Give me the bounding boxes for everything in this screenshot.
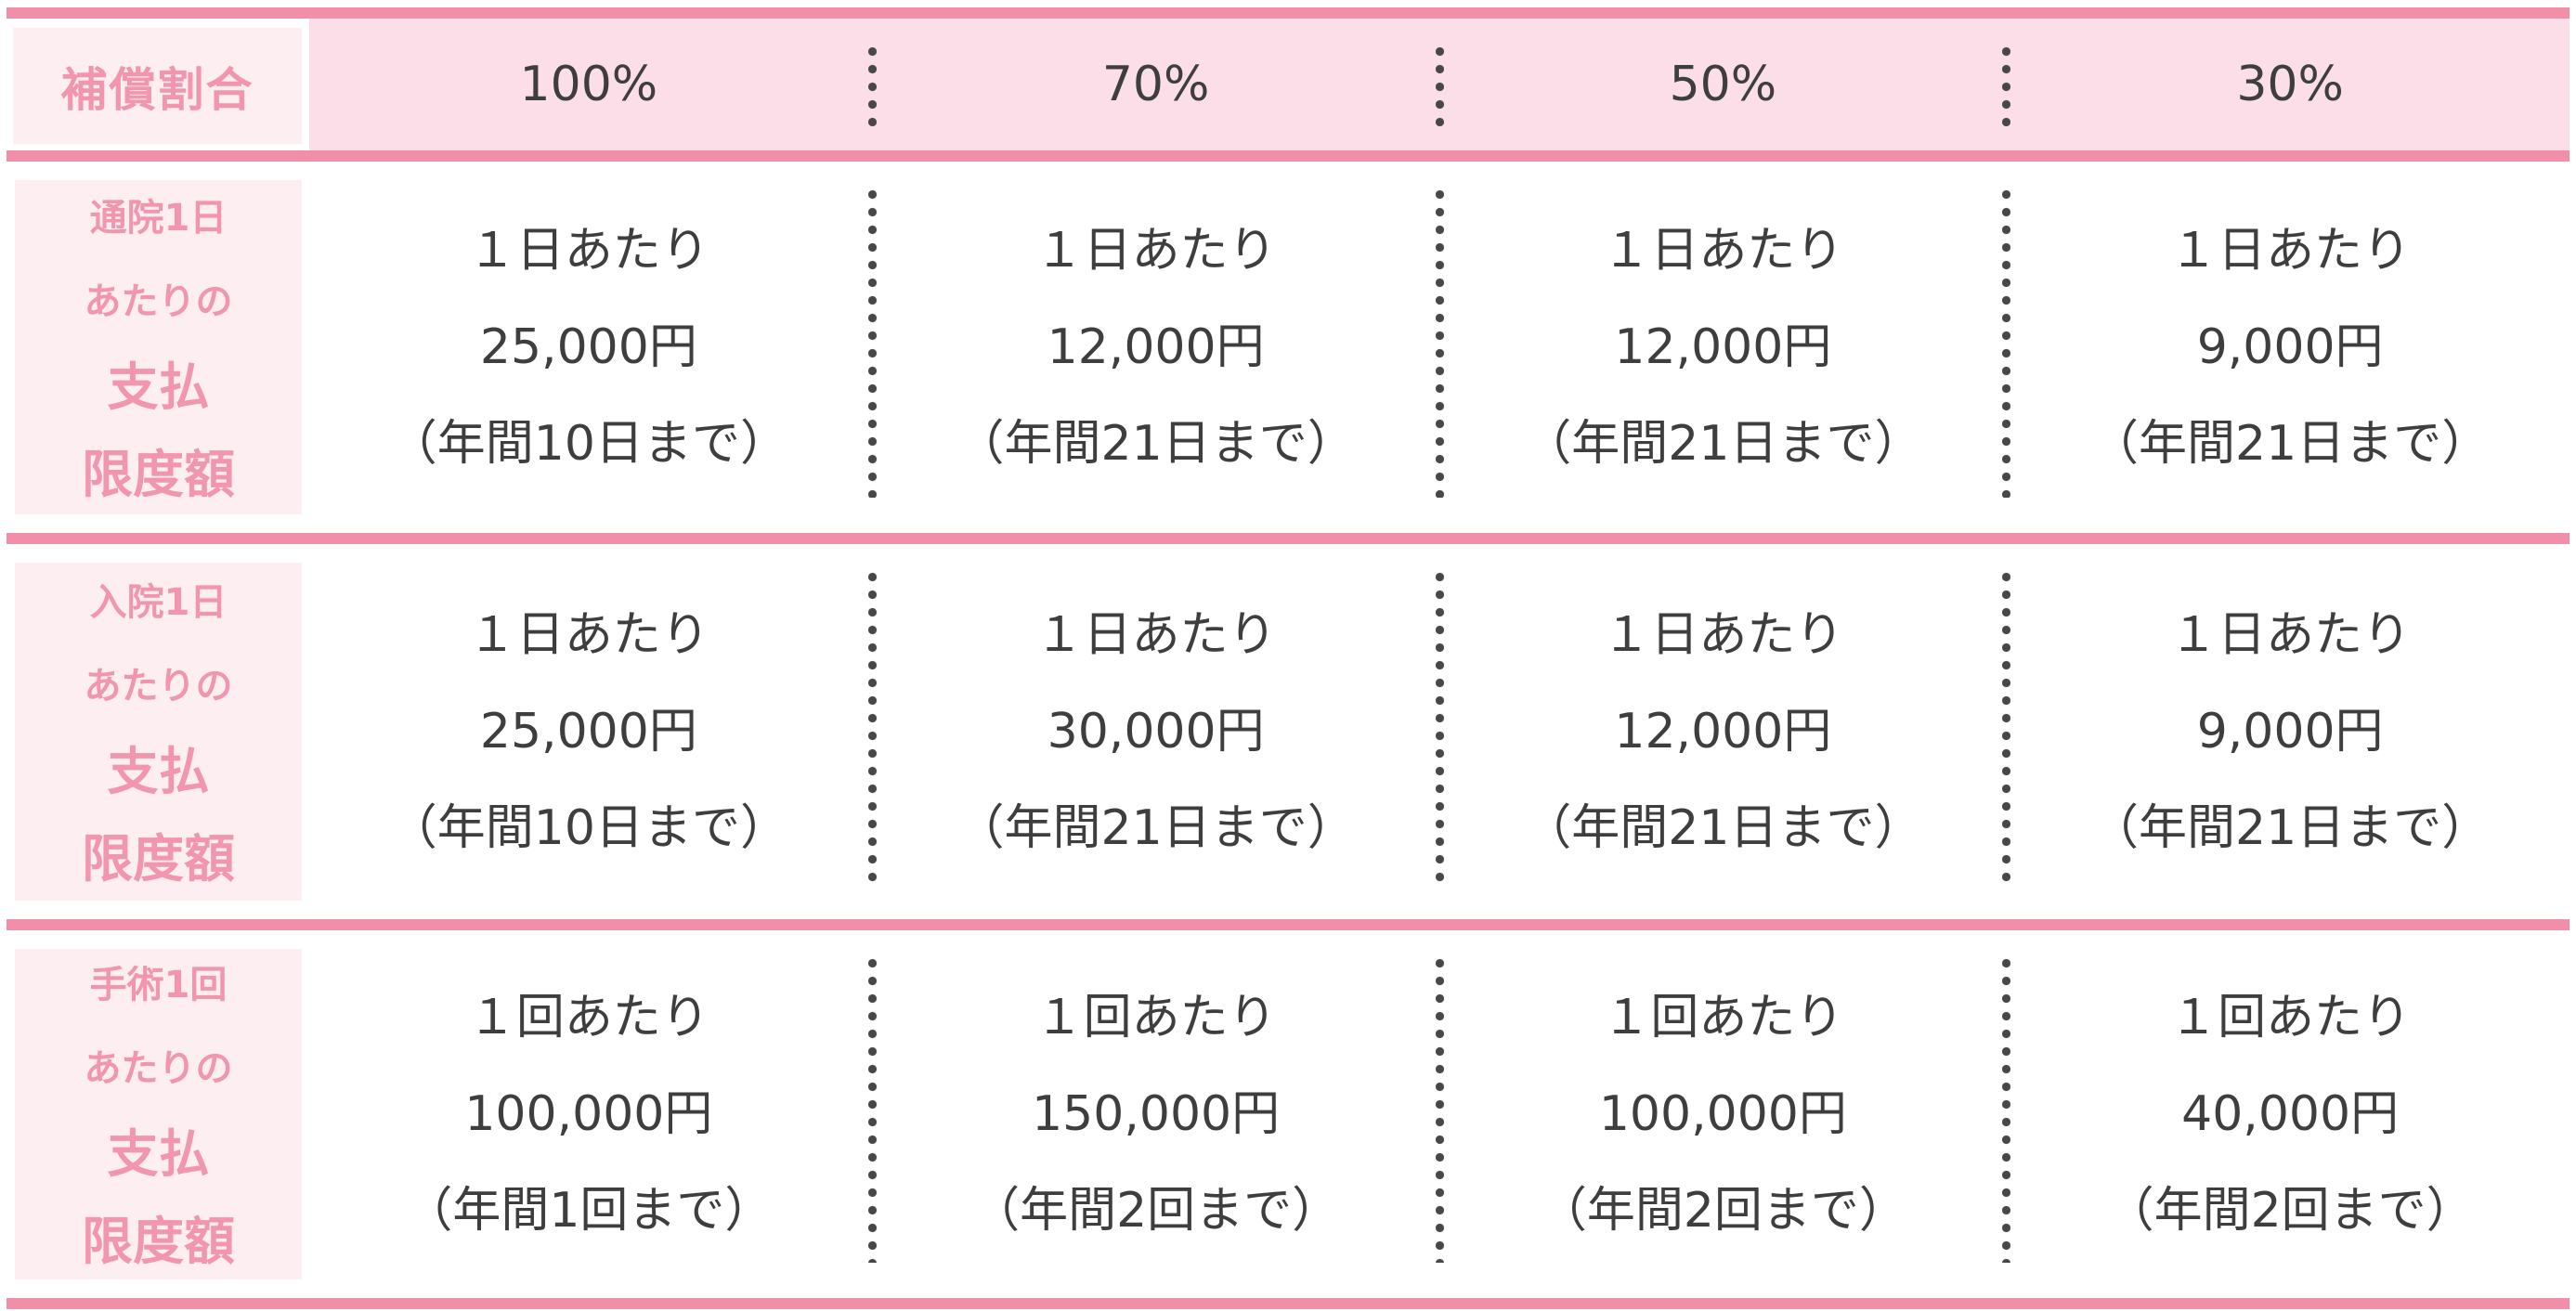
dotted-separator — [867, 954, 877, 1263]
cell-line: １日あたり — [1602, 223, 1844, 279]
dotted-separator — [1435, 568, 1444, 884]
dotted-separator — [2002, 954, 2011, 1263]
cell-line: １日あたり — [2169, 607, 2412, 663]
cell-line: （年間10日まで） — [388, 416, 788, 472]
cell-line: １回あたり — [1034, 990, 1277, 1045]
table-header-row: 補償割合 100% 70% 50% 30% — [0, 19, 2576, 150]
row-header-outpatient: 通院1日 あたりの 支払 限度額 — [15, 180, 302, 514]
cell-line: （年間21日まで） — [1523, 416, 1923, 472]
cell-line: １日あたり — [467, 223, 709, 279]
cell-line: （年間21日まで） — [956, 416, 1356, 472]
cell-line: １日あたり — [1034, 223, 1277, 279]
table-row-surgery: 手術1回 あたりの 支払 限度額 １回あたり 100,000円 （年間1回まで）… — [0, 930, 2576, 1298]
corner-header-wrap: 補償割合 — [0, 19, 309, 150]
row-header-line: 限度額 — [81, 445, 235, 504]
row-header-line: 限度額 — [81, 829, 235, 889]
row-header-line: あたりの — [84, 1047, 233, 1090]
row-header-line: 支払 — [107, 742, 210, 801]
row-header-line: 手術1回 — [89, 964, 228, 1006]
cell-line: 9,000円 — [2196, 704, 2384, 759]
cell-surgery-50: １回あたり 100,000円 （年間2回まで） — [1444, 930, 2003, 1298]
dotted-separator — [2002, 43, 2011, 126]
cell-surgery-70: １回あたり 150,000円 （年間2回まで） — [877, 930, 1436, 1298]
cell-outpatient-30: １日あたり 9,000円 （年間21日まで） — [2010, 162, 2569, 533]
row-header-line: 入院1日 — [89, 581, 228, 624]
cell-line: 25,000円 — [479, 319, 697, 375]
cell-line: （年間21日まで） — [956, 800, 1356, 856]
cell-hospitalization-70: １日あたり 30,000円 （年間21日まで） — [877, 544, 1436, 919]
cell-line: １日あたり — [2169, 223, 2412, 279]
accent-bar-bottom — [7, 1298, 2569, 1309]
cell-hospitalization-50: １日あたり 12,000円 （年間21日まで） — [1444, 544, 2003, 919]
row-header-surgery: 手術1回 あたりの 支払 限度額 — [15, 949, 302, 1279]
row-cells: １日あたり 25,000円 （年間10日まで） １日あたり 12,000円 （年… — [309, 162, 2569, 533]
cell-line: （年間2回まで） — [1538, 1183, 1907, 1239]
cell-surgery-100: １回あたり 100,000円 （年間1回まで） — [309, 930, 868, 1298]
cell-hospitalization-30: １日あたり 9,000円 （年間21日まで） — [2010, 544, 2569, 919]
row-cells: １回あたり 100,000円 （年間1回まで） １回あたり 150,000円 （… — [309, 930, 2569, 1298]
cell-outpatient-70: １日あたり 12,000円 （年間21日まで） — [877, 162, 1436, 533]
cell-surgery-30: １回あたり 40,000円 （年間2回まで） — [2010, 930, 2569, 1298]
row-cells: １日あたり 25,000円 （年間10日まで） １日あたり 30,000円 （年… — [309, 544, 2569, 919]
cell-line: １回あたり — [1602, 990, 1844, 1045]
cell-line: （年間21日まで） — [2090, 800, 2491, 856]
accent-bar-3 — [7, 919, 2569, 930]
cell-line: １日あたり — [1034, 607, 1277, 663]
cell-line: （年間1回まで） — [404, 1183, 774, 1239]
cell-line: 40,000円 — [2181, 1086, 2400, 1142]
dotted-separator — [2002, 568, 2011, 884]
table-row-hospitalization: 入院1日 あたりの 支払 限度額 １日あたり 25,000円 （年間10日まで）… — [0, 544, 2576, 919]
cell-line: 25,000円 — [479, 704, 697, 759]
cell-outpatient-50: １日あたり 12,000円 （年間21日まで） — [1444, 162, 2003, 533]
cell-line: 9,000円 — [2196, 319, 2384, 375]
cell-line: 12,000円 — [1614, 319, 1832, 375]
dotted-separator — [867, 186, 877, 498]
accent-bar-1 — [7, 150, 2569, 162]
cell-line: 100,000円 — [464, 1086, 713, 1142]
dotted-separator — [1435, 186, 1444, 498]
row-header-hospitalization: 入院1日 あたりの 支払 限度額 — [15, 563, 302, 901]
cell-line: 30,000円 — [1047, 704, 1265, 759]
row-header-line: あたりの — [84, 280, 233, 323]
column-header-100: 100% — [519, 57, 658, 112]
cell-line: １日あたり — [1602, 607, 1844, 663]
column-headers-strip: 100% 70% 50% 30% — [309, 19, 2569, 150]
cell-line: （年間2回まで） — [2105, 1183, 2475, 1239]
row-header-line: あたりの — [84, 665, 233, 707]
cell-outpatient-100: １日あたり 25,000円 （年間10日まで） — [309, 162, 868, 533]
accent-bar-2 — [7, 533, 2569, 544]
cell-line: 12,000円 — [1047, 319, 1265, 375]
row-header-wrap: 通院1日 あたりの 支払 限度額 — [0, 162, 309, 533]
row-header-line: 支払 — [107, 1124, 210, 1184]
cell-line: （年間10日まで） — [388, 800, 788, 856]
dotted-separator — [867, 568, 877, 884]
cell-line: （年間2回まで） — [971, 1183, 1341, 1239]
cell-line: 150,000円 — [1032, 1086, 1281, 1142]
cell-line: １日あたり — [467, 607, 709, 663]
corner-header-coverage-ratio: 補償割合 — [13, 28, 302, 144]
table-row-outpatient: 通院1日 あたりの 支払 限度額 １日あたり 25,000円 （年間10日まで）… — [0, 162, 2576, 533]
cell-line: 12,000円 — [1614, 704, 1832, 759]
cell-line: （年間21日まで） — [1523, 800, 1923, 856]
column-header-30: 30% — [2236, 57, 2344, 112]
accent-bar-top — [7, 7, 2569, 19]
dotted-separator — [2002, 186, 2011, 498]
row-header-wrap: 入院1日 あたりの 支払 限度額 — [0, 544, 309, 919]
row-header-line: 限度額 — [81, 1212, 235, 1271]
dotted-separator — [1435, 954, 1444, 1263]
row-header-line: 通院1日 — [89, 197, 228, 240]
dotted-separator — [1435, 43, 1444, 126]
cell-line: （年間21日まで） — [2090, 416, 2491, 472]
dotted-separator — [867, 43, 877, 126]
column-header-50: 50% — [1669, 57, 1777, 112]
cell-hospitalization-100: １日あたり 25,000円 （年間10日まで） — [309, 544, 868, 919]
cell-line: 100,000円 — [1598, 1086, 1847, 1142]
cell-line: １回あたり — [2169, 990, 2412, 1045]
row-header-wrap: 手術1回 あたりの 支払 限度額 — [0, 930, 309, 1298]
column-header-70: 70% — [1101, 57, 1210, 112]
cell-line: １回あたり — [467, 990, 709, 1045]
row-header-line: 支払 — [107, 357, 210, 417]
